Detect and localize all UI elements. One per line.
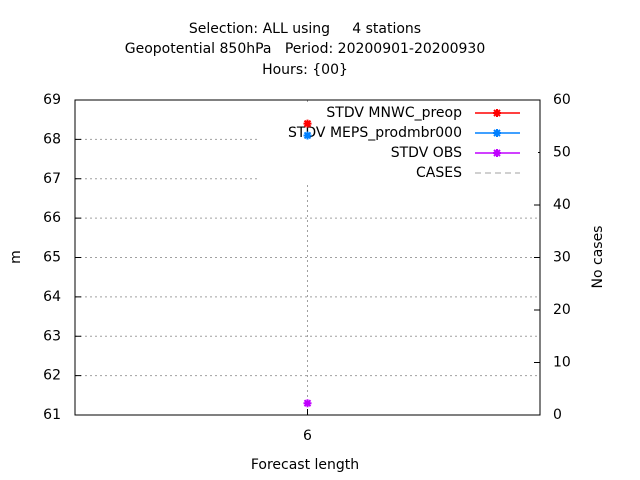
y-axis-label: m: [8, 250, 24, 264]
legend-marker: [493, 109, 501, 117]
y2-tick-label: 60: [553, 92, 571, 108]
y-tick-label: 62: [43, 368, 61, 384]
legend-label: STDV MEPS_prodmbr000: [288, 125, 462, 141]
y-tick-label: 68: [43, 131, 61, 147]
y-tick-label: 67: [43, 171, 61, 187]
y2-tick-label: 0: [553, 407, 562, 423]
y2-tick-label: 50: [553, 145, 571, 161]
title-line: Hours: {00}: [262, 62, 348, 78]
data-point: [303, 131, 312, 140]
legend-label: STDV OBS: [391, 145, 462, 161]
y2-tick-label: 40: [553, 197, 571, 213]
plot-frame: [74, 99, 541, 416]
legend-label: CASES: [416, 165, 462, 181]
x-tick-label: 6: [303, 428, 312, 444]
title-line: Geopotential 850hPa Period: 20200901-202…: [125, 41, 485, 57]
legend-background: [260, 102, 538, 184]
y-tick-label: 66: [43, 210, 61, 226]
y2-axis-label: No cases: [590, 226, 606, 289]
legend-marker: [493, 129, 501, 137]
x-axis-label: Forecast length: [251, 457, 359, 473]
y2-tick-label: 20: [553, 302, 571, 318]
data-point: [303, 399, 312, 408]
y-tick-label: 63: [43, 328, 61, 344]
y-tick-label: 64: [43, 289, 61, 305]
y-tick-label: 65: [43, 250, 61, 266]
legend-marker: [493, 149, 501, 157]
data-point: [303, 119, 312, 128]
y-tick-label: 61: [43, 407, 61, 423]
legend-label: STDV MNWC_preop: [326, 105, 462, 121]
y2-tick-label: 10: [553, 355, 571, 371]
y-tick-label: 69: [43, 92, 61, 108]
y2-tick-label: 30: [553, 250, 571, 266]
title-line: Selection: ALL using 4 stations: [189, 21, 421, 37]
